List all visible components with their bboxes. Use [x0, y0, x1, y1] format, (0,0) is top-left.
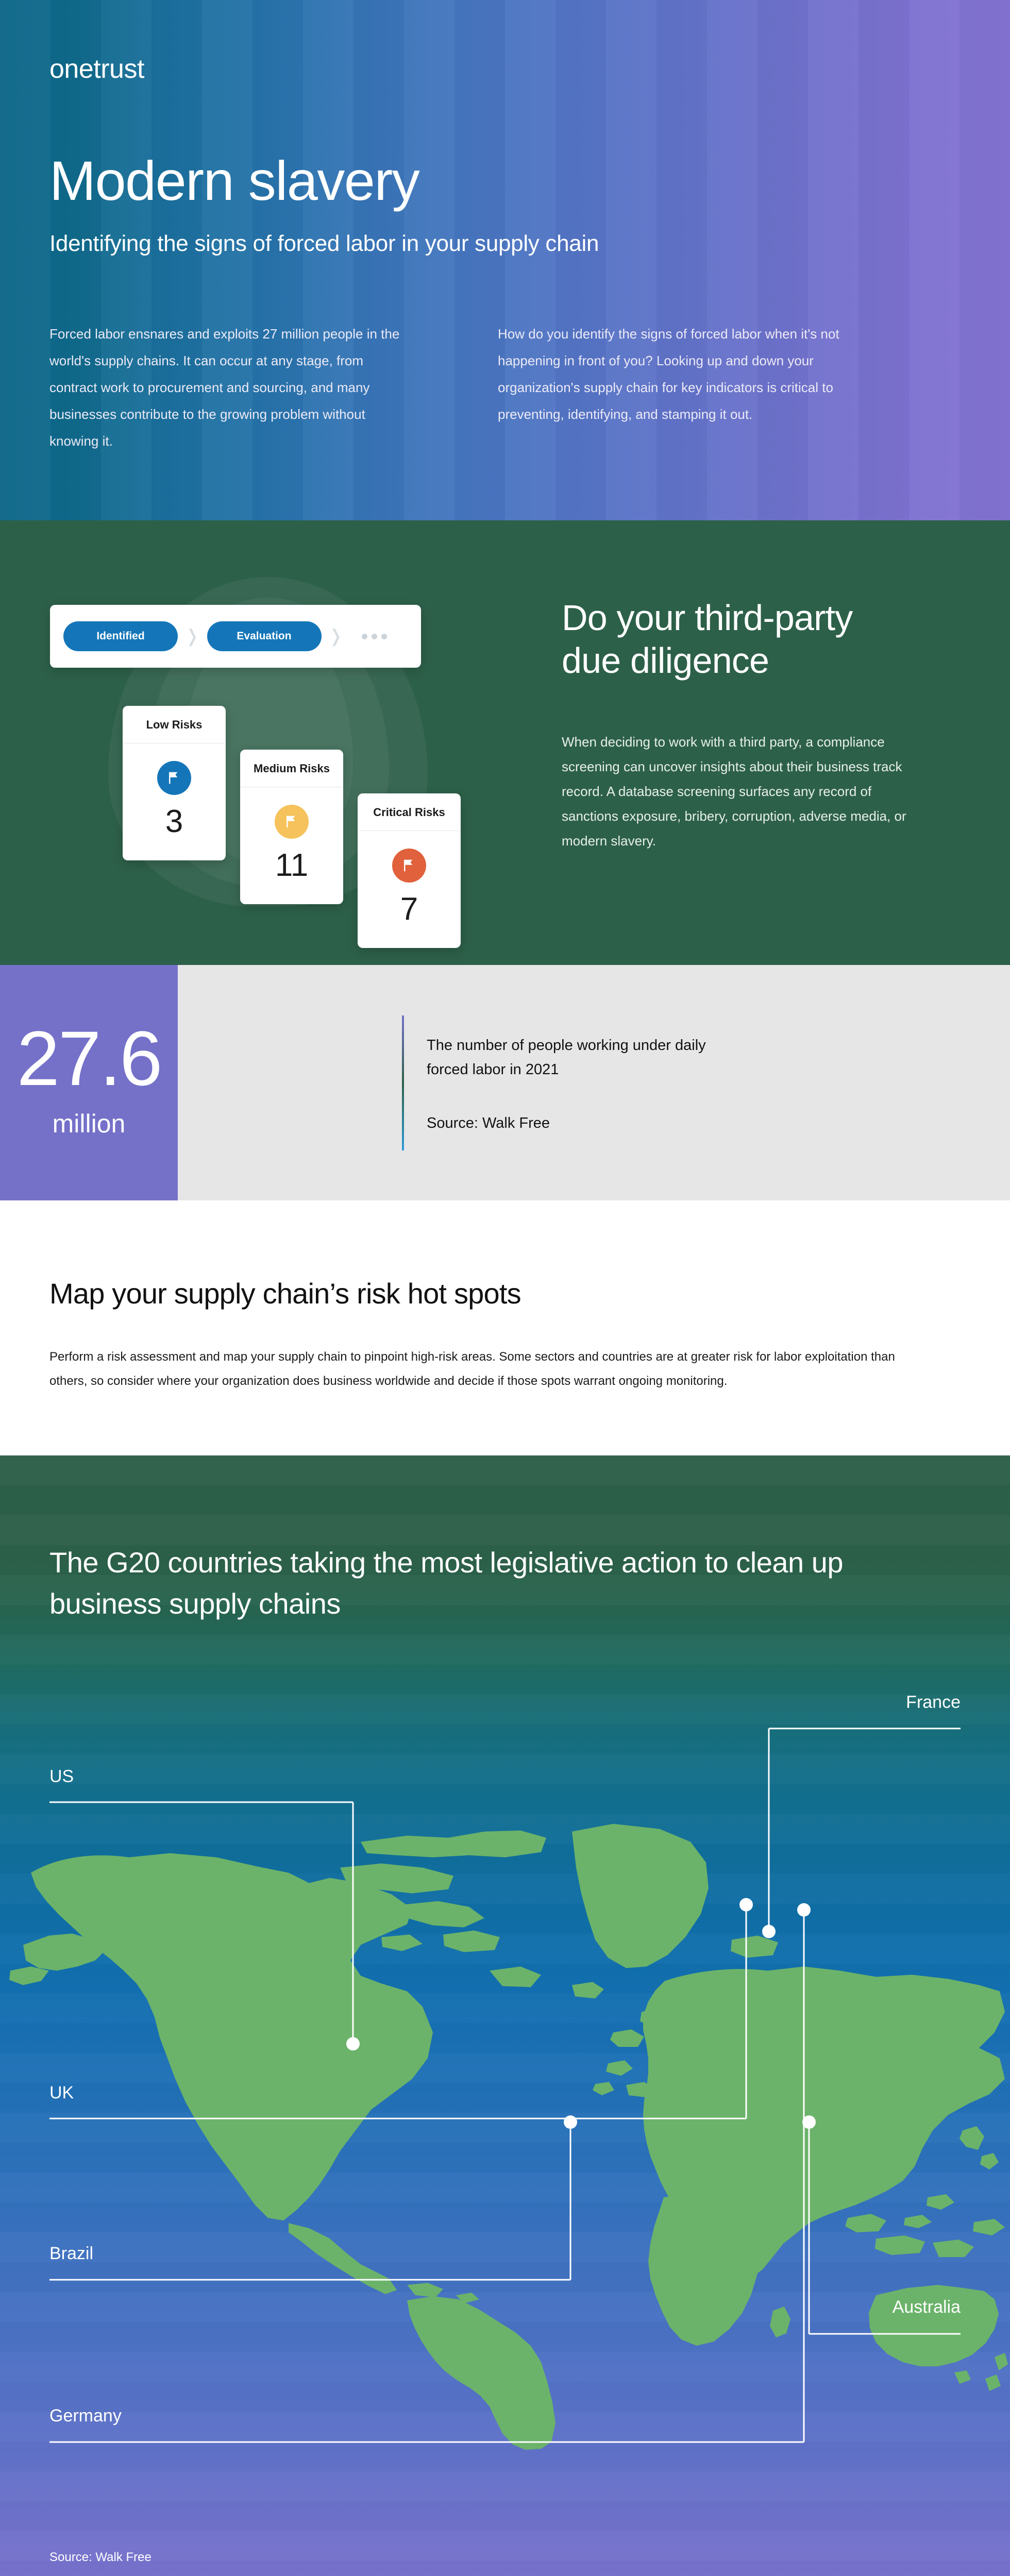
map-label-germany: Germany — [49, 2406, 122, 2426]
map-intro-body: Perform a risk assessment and map your s… — [49, 1350, 895, 1388]
page-title: Modern slavery — [49, 149, 420, 212]
hero-columns: Forced labor ensnares and exploits 27 mi… — [49, 320, 961, 454]
pipeline-step-identified[interactable]: Identified — [63, 621, 178, 651]
chevron-right-icon: ❭ — [328, 626, 344, 646]
stat-unit: million — [52, 1109, 126, 1138]
due-diligence-section: Identified ❭ Evaluation ❭ Low Risks 3 Me… — [0, 520, 1010, 965]
page-subtitle: Identifying the signs of forced labor in… — [49, 231, 599, 257]
chevron-right-icon: ❭ — [185, 626, 200, 646]
map-label-brazil: Brazil — [49, 2244, 94, 2263]
pipeline-step-evaluation[interactable]: Evaluation — [207, 621, 322, 651]
map-label-us: US — [49, 1767, 74, 1786]
hero-section: onetrust Modern slavery Identifying the … — [0, 0, 1010, 520]
stat-number: 27.6 — [16, 1015, 163, 1102]
due-diligence-copy: Do your third-party due diligence When d… — [505, 520, 1010, 965]
stat-source: Source: Walk Free — [427, 1114, 550, 1131]
stat-figure: 27.6 million — [0, 965, 178, 1200]
g20-map-section: The G20 countries taking the most legisl… — [0, 1455, 1010, 2576]
stat-accent-bar — [402, 1015, 404, 1150]
map-label-uk: UK — [49, 2083, 74, 2103]
g20-heading: The G20 countries taking the most legisl… — [49, 1546, 844, 1620]
risk-card-low: Low Risks 3 — [123, 706, 226, 860]
risk-card-value: 3 — [165, 804, 183, 839]
risk-card-medium: Medium Risks 11 — [240, 750, 343, 904]
flag-icon — [392, 849, 426, 883]
due-diligence-illustration: Identified ❭ Evaluation ❭ Low Risks 3 Me… — [0, 520, 505, 965]
map-label-australia: Australia — [892, 2297, 961, 2317]
g20-source: Source: Walk Free — [49, 2550, 152, 2564]
risk-card-value: 11 — [275, 848, 309, 883]
workflow-pipeline: Identified ❭ Evaluation ❭ — [50, 605, 421, 668]
risk-card-title: Medium Risks — [254, 762, 330, 775]
risk-card-title: Low Risks — [146, 718, 203, 731]
map-label-france: France — [906, 1692, 961, 1712]
due-diligence-title: Do your third-party due diligence — [562, 598, 853, 681]
stat-caption: The number of people working under daily… — [427, 1037, 706, 1078]
risk-card-value: 7 — [400, 891, 418, 927]
map-intro-section: Map your supply chain’s risk hot spots P… — [0, 1200, 1010, 1455]
hero-paragraph-left: Forced labor ensnares and exploits 27 mi… — [49, 326, 400, 449]
due-diligence-body: When deciding to work with a third party… — [562, 734, 906, 849]
brand-logo: onetrust — [49, 54, 144, 84]
flag-icon — [275, 805, 309, 839]
world-map — [0, 1703, 1010, 2450]
stat-caption-area: The number of people working under daily… — [178, 965, 1010, 1200]
hero-paragraph-right: How do you identify the signs of forced … — [498, 326, 839, 422]
map-intro-heading: Map your supply chain’s risk hot spots — [49, 1277, 521, 1310]
risk-card-title: Critical Risks — [373, 806, 445, 819]
risk-card-critical: Critical Risks 7 — [358, 793, 461, 948]
flag-icon — [157, 761, 191, 795]
stat-section: 27.6 million The number of people workin… — [0, 965, 1010, 1200]
pipeline-more-icon[interactable] — [362, 633, 387, 639]
